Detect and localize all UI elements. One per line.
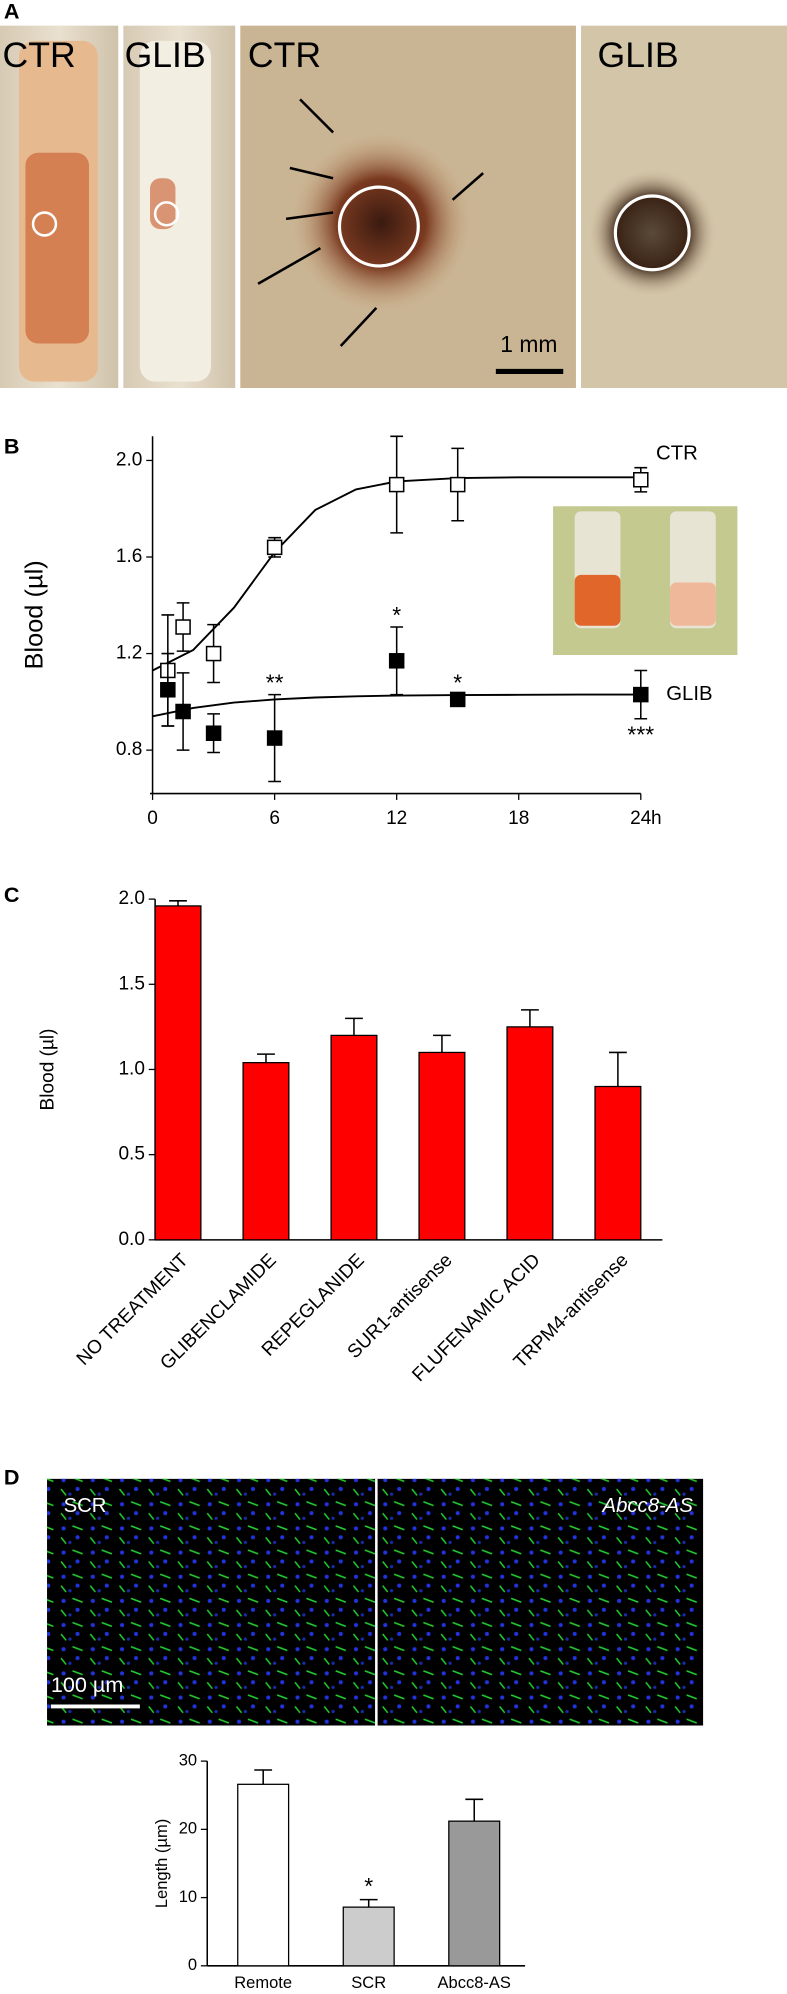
error-bar — [345, 1017, 363, 1036]
panel-label: D — [4, 1465, 20, 1490]
blood — [25, 152, 89, 344]
panel-label: A — [4, 0, 20, 24]
bar — [506, 1026, 554, 1241]
y-tick-label: 1.2 — [116, 643, 142, 664]
photo-label: GLIB — [598, 35, 679, 75]
fit-curve — [152, 476, 641, 672]
blood — [292, 133, 471, 312]
bar — [594, 1085, 642, 1241]
circle — [153, 201, 180, 227]
inset-photo — [553, 506, 738, 655]
y-tick-label: 2.0 — [116, 449, 142, 470]
bar — [154, 905, 202, 1241]
y-tick-label: 0.8 — [116, 739, 142, 760]
x-tick-label: 12 — [386, 808, 407, 829]
x-tick-label: 6 — [269, 808, 280, 829]
bar — [237, 1783, 290, 1967]
image-label: SCR — [64, 1495, 107, 1517]
circle — [613, 194, 691, 272]
scale-label: 1 mm — [500, 331, 557, 357]
point — [160, 682, 176, 698]
series-label: CTR — [656, 443, 698, 465]
photo-label: CTR — [3, 35, 76, 75]
y-tick-label: 1.5 — [118, 973, 145, 994]
point — [388, 653, 405, 669]
point — [266, 730, 283, 746]
error-bar — [465, 1798, 484, 1822]
blood — [588, 169, 716, 297]
error-bar — [254, 1769, 273, 1785]
bar — [330, 1034, 378, 1241]
panel-a-photos: CTR GLIB CTR GLIB 1 mm — [0, 25, 787, 388]
bar — [342, 1906, 395, 1967]
point — [449, 476, 466, 493]
tube-blood — [670, 582, 716, 626]
error-bar — [433, 1034, 451, 1053]
point — [175, 619, 191, 635]
y-tick-label: 0.0 — [118, 1229, 145, 1250]
bar — [418, 1051, 466, 1241]
annotation: *** — [627, 722, 654, 748]
y-tick-label: 20 — [179, 1819, 197, 1838]
annotation: ** — [266, 669, 284, 695]
x-tick-label: Remote — [234, 1973, 292, 1992]
y-tick-label: 1.6 — [116, 546, 142, 567]
series-label: GLIB — [666, 683, 712, 705]
x-tick-label: SCR — [351, 1973, 386, 1992]
circle — [337, 185, 420, 268]
panel-d-images: SCR Abcc8-AS 100 µm — [47, 1478, 704, 1726]
x-unit: h — [651, 808, 662, 829]
error-bar — [521, 1009, 539, 1027]
arrows — [257, 98, 484, 347]
error-bar — [609, 1051, 627, 1087]
photo-label: GLIB — [125, 35, 206, 75]
point — [175, 703, 191, 720]
x-tick-label: 0 — [147, 808, 158, 829]
panel-label: B — [4, 433, 20, 458]
photo-label: CTR — [248, 35, 321, 75]
tube-blood — [574, 574, 621, 626]
y-tick-label: 2.0 — [118, 888, 145, 909]
y-axis-label: Blood (µl) — [37, 1028, 58, 1110]
bar — [448, 1820, 501, 1967]
y-tick-label: 0 — [188, 1955, 197, 1974]
point — [449, 691, 466, 708]
x-tick-label: Abcc8-AS — [438, 1973, 511, 1992]
y-tick-label: 10 — [179, 1887, 197, 1906]
y-tick-label: 30 — [179, 1750, 197, 1769]
panel-label: C — [4, 882, 20, 907]
point — [388, 476, 405, 493]
point — [205, 725, 222, 741]
annotation: * — [364, 1873, 373, 1899]
annotation: * — [392, 602, 401, 628]
annotation: * — [453, 669, 462, 695]
circle — [31, 211, 58, 237]
image-label: Abcc8-AS — [602, 1495, 694, 1517]
fit-curve — [152, 693, 641, 718]
y-tick-label: 1.0 — [118, 1059, 145, 1080]
scale-label: 100 µm — [51, 1672, 124, 1697]
error-bar — [169, 900, 187, 906]
error-bar — [359, 1898, 378, 1908]
x-tick-label: 18 — [508, 808, 529, 829]
y-axis-label: Length (µm) — [152, 1819, 171, 1908]
x-tick-label: 24 — [630, 808, 652, 829]
point — [633, 686, 649, 703]
bar — [242, 1062, 290, 1241]
point — [633, 472, 649, 488]
point — [266, 539, 283, 556]
y-axis-label: Blood (µl) — [20, 560, 48, 669]
error-bar — [257, 1053, 275, 1063]
point — [205, 645, 222, 662]
y-tick-label: 0.5 — [118, 1144, 145, 1165]
